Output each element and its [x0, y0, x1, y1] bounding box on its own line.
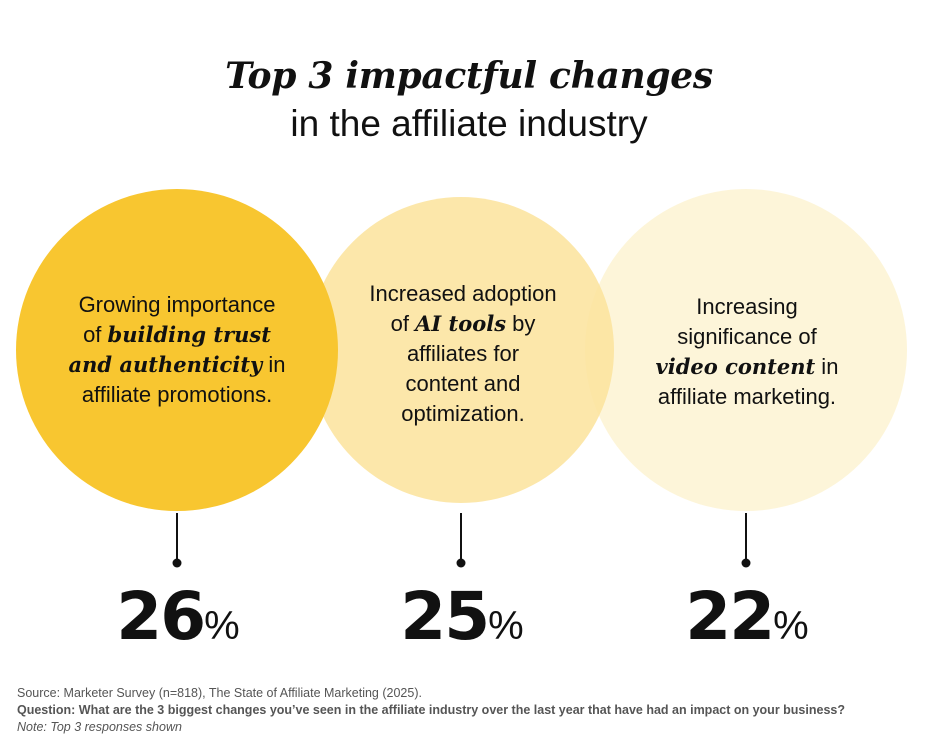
chart-title-line2: in the affiliate industry — [290, 103, 648, 144]
bubble-text-1: Growing importance of building trust and a… — [32, 290, 322, 410]
value-label-1: 26% — [78, 578, 278, 655]
bubble-text-2: Increased adoption of AI tools by affiliat… — [318, 279, 608, 429]
connector-dot-2 — [456, 558, 466, 568]
bubble-3 — [585, 189, 907, 511]
text-run: of — [83, 322, 108, 347]
text-run: Increasing — [696, 294, 798, 319]
value-number-2: 25 — [400, 578, 490, 655]
connector-dot-1 — [172, 558, 182, 568]
emphasis-text: AI tools — [415, 311, 507, 336]
connector-dot-3 — [741, 558, 751, 568]
text-run: Increased adoption — [369, 281, 557, 306]
bubble-text-3: Increasing significance of video content i… — [602, 292, 892, 412]
emphasis-text: video content — [655, 354, 816, 379]
bubble-text-line: content and — [318, 369, 608, 399]
bubble-text-line: video content in — [602, 352, 892, 382]
text-run: content and — [405, 371, 521, 396]
text-run: significance of — [677, 324, 817, 349]
value-number-3: 22 — [685, 578, 775, 655]
text-run: optimization. — [401, 401, 525, 426]
percent-sign-2: % — [488, 604, 524, 648]
percent-sign-3: % — [773, 604, 809, 648]
emphasis-text: and authenticity — [68, 352, 263, 377]
responses-note: Note: Top 3 responses shown — [17, 720, 182, 734]
text-run: affiliate promotions. — [81, 382, 273, 407]
bubble-text-line: significance of — [602, 322, 892, 352]
value-number-1: 26 — [116, 578, 206, 655]
value-label-3: 22% — [647, 578, 847, 655]
bubble-text-line: of AI tools by — [318, 309, 608, 339]
text-run: by — [506, 311, 536, 336]
text-run: of — [390, 311, 416, 336]
chart-title-line1: Top 3 impactful changes — [225, 55, 713, 97]
percent-sign-1: % — [204, 604, 240, 648]
bubble-text-line: of building trust — [32, 320, 322, 350]
text-run: affiliate marketing. — [657, 384, 837, 409]
bubble-text-line: affiliates for — [318, 339, 608, 369]
bubble-text-line: and authenticity in — [32, 350, 322, 380]
value-label-2: 25% — [362, 578, 562, 655]
footer: Source: Marketer Survey (n=818), The Sta… — [17, 685, 927, 736]
text-run: Growing importance — [78, 292, 276, 317]
bubble-text-line: Growing importance — [32, 290, 322, 320]
bubble-text-line: affiliate promotions. — [32, 380, 322, 410]
source-note: Source: Marketer Survey (n=818), The Sta… — [17, 686, 422, 700]
text-run: in — [815, 354, 839, 379]
text-run: in — [262, 352, 286, 377]
bubble-text-line: Increasing — [602, 292, 892, 322]
bubble-text-line: Increased adoption — [318, 279, 608, 309]
bubble-text-line: optimization. — [318, 399, 608, 429]
bubble-2 — [308, 197, 614, 503]
bubble-1 — [16, 189, 338, 511]
emphasis-text: building trust — [107, 322, 271, 347]
bubble-text-line: affiliate marketing. — [602, 382, 892, 412]
question-note: Question: What are the 3 biggest changes… — [17, 703, 845, 717]
text-run: affiliates for — [406, 341, 520, 366]
chart-title: Top 3 impactful changes in the affiliate… — [0, 52, 938, 148]
